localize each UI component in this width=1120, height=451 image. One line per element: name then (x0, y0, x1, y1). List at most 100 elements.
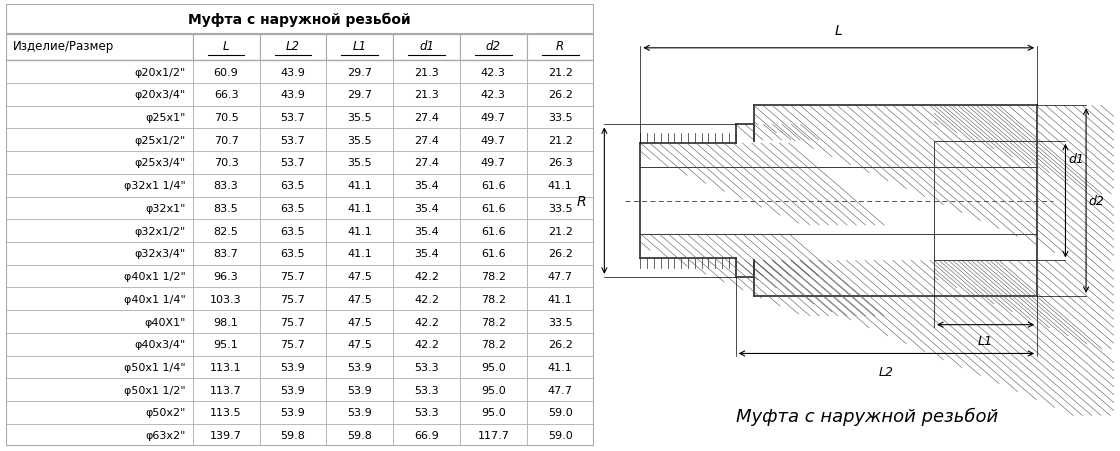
Bar (526, 401, 594, 424)
Text: 113.7: 113.7 (211, 385, 242, 395)
Text: 42.2: 42.2 (414, 272, 439, 281)
Text: 35.5: 35.5 (347, 158, 372, 168)
Text: 59.0: 59.0 (548, 430, 572, 440)
Text: d2: d2 (1089, 195, 1104, 207)
Text: 21.2: 21.2 (548, 68, 572, 78)
Bar (326, 152, 393, 175)
Text: L1: L1 (353, 40, 366, 53)
Bar (326, 220, 393, 243)
Bar (526, 61, 594, 84)
Text: 42.2: 42.2 (414, 294, 439, 304)
Text: 35.4: 35.4 (414, 181, 439, 191)
Bar (260, 220, 326, 243)
Text: 35.5: 35.5 (347, 135, 372, 145)
Text: 53.9: 53.9 (347, 408, 372, 418)
Bar (193, 356, 260, 378)
Bar (393, 106, 460, 129)
Text: 70.3: 70.3 (214, 158, 239, 168)
Bar (393, 310, 460, 333)
Text: 70.5: 70.5 (214, 113, 239, 123)
Bar (526, 84, 594, 106)
Text: Изделие/Размер: Изделие/Размер (12, 40, 114, 53)
Text: 98.1: 98.1 (214, 317, 239, 327)
Bar (193, 288, 260, 310)
Text: 41.1: 41.1 (548, 181, 572, 191)
Bar (6, 288, 193, 310)
Bar (6, 356, 193, 378)
Text: 41.1: 41.1 (548, 362, 572, 372)
Bar (526, 288, 594, 310)
Bar (526, 424, 594, 446)
Text: 103.3: 103.3 (211, 294, 242, 304)
Bar (526, 333, 594, 356)
Text: 53.3: 53.3 (414, 362, 439, 372)
Bar (193, 84, 260, 106)
Bar (326, 424, 393, 446)
Bar (260, 310, 326, 333)
Text: 78.2: 78.2 (480, 272, 506, 281)
Bar (6, 243, 193, 265)
Text: 117.7: 117.7 (477, 430, 510, 440)
Bar (393, 378, 460, 401)
Text: 59.0: 59.0 (548, 408, 572, 418)
Bar (260, 175, 326, 197)
Bar (393, 84, 460, 106)
Text: 47.5: 47.5 (347, 317, 372, 327)
Bar (6, 401, 193, 424)
Text: 82.5: 82.5 (214, 226, 239, 236)
Bar (460, 378, 526, 401)
Text: 35.4: 35.4 (414, 249, 439, 259)
Text: 83.7: 83.7 (214, 249, 239, 259)
Text: 95.0: 95.0 (480, 362, 506, 372)
Text: φ25x1": φ25x1" (146, 113, 186, 123)
Text: 95.1: 95.1 (214, 340, 239, 350)
Bar (460, 288, 526, 310)
Bar (193, 35, 260, 61)
Bar (326, 310, 393, 333)
Bar (193, 197, 260, 220)
Text: φ32x3/4": φ32x3/4" (134, 249, 186, 259)
Bar (526, 35, 594, 61)
Bar (526, 197, 594, 220)
Text: 83.3: 83.3 (214, 181, 239, 191)
Text: 26.2: 26.2 (548, 90, 572, 100)
Bar (6, 106, 193, 129)
Text: 35.4: 35.4 (414, 203, 439, 213)
Bar (393, 356, 460, 378)
Bar (260, 243, 326, 265)
Bar (6, 175, 193, 197)
Text: 78.2: 78.2 (480, 340, 506, 350)
Bar (460, 265, 526, 288)
Text: 53.9: 53.9 (347, 385, 372, 395)
Bar (393, 197, 460, 220)
Text: 53.9: 53.9 (280, 408, 306, 418)
Text: 27.4: 27.4 (414, 135, 439, 145)
Bar (326, 106, 393, 129)
Text: 47.5: 47.5 (347, 340, 372, 350)
Bar (260, 378, 326, 401)
Bar (526, 310, 594, 333)
Bar (6, 310, 193, 333)
Text: 61.6: 61.6 (482, 226, 506, 236)
Text: 35.4: 35.4 (414, 226, 439, 236)
Text: 47.7: 47.7 (548, 272, 572, 281)
Text: φ32x1": φ32x1" (146, 203, 186, 213)
Bar (460, 356, 526, 378)
Text: φ50x1 1/4": φ50x1 1/4" (124, 362, 186, 372)
Bar (6, 265, 193, 288)
Bar (6, 378, 193, 401)
Text: L2: L2 (286, 40, 300, 53)
Bar (460, 333, 526, 356)
Bar (393, 152, 460, 175)
Text: φ25x1/2": φ25x1/2" (134, 135, 186, 145)
Text: 75.7: 75.7 (280, 294, 306, 304)
Text: φ50x2": φ50x2" (146, 408, 186, 418)
Text: 49.7: 49.7 (480, 158, 506, 168)
Bar (193, 61, 260, 84)
Text: 63.5: 63.5 (281, 203, 306, 213)
Text: L2: L2 (879, 365, 894, 378)
Bar (260, 106, 326, 129)
Bar (6, 61, 193, 84)
Bar (393, 220, 460, 243)
Bar (326, 356, 393, 378)
